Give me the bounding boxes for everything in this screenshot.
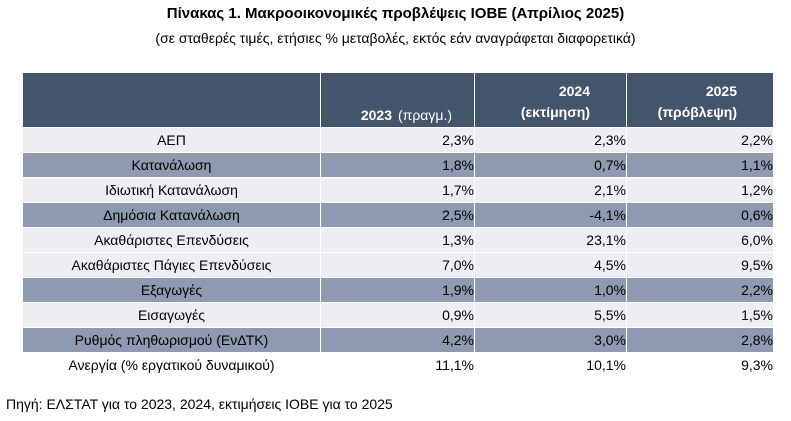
table-header-row: 2023 (πραγμ.) 2024 (εκτίμηση) 2025 (πρόβλεψ… <box>22 72 774 128</box>
header-2025: 2025 (πρόβλεψη) <box>626 72 774 128</box>
cell-2023: 1,9% <box>320 277 475 303</box>
cell-2025: 1,2% <box>626 177 774 203</box>
table-row: ΑΕΠ 2,3% 2,3% 2,2% <box>22 127 774 153</box>
row-label: Ανεργία (% εργατικού δυναμικού) <box>22 352 321 378</box>
table-row: Κατανάλωση 1,8% 0,7% 1,1% <box>22 152 774 178</box>
table-row: Εξαγωγές 1,9% 1,0% 2,2% <box>22 277 774 303</box>
table-row: Ακαθάριστες Πάγιες Επενδύσεις 7,0% 4,5% … <box>22 252 774 278</box>
cell-2023: 11,1% <box>320 352 475 378</box>
cell-2024: 23,1% <box>474 227 627 253</box>
cell-2023: 1,3% <box>320 227 475 253</box>
row-label: Κατανάλωση <box>22 152 321 178</box>
cell-2025: 9,3% <box>626 352 774 378</box>
cell-2024: 10,1% <box>474 352 627 378</box>
cell-2023: 0,9% <box>320 302 475 328</box>
row-label: ΑΕΠ <box>22 127 321 153</box>
cell-2024: 1,0% <box>474 277 627 303</box>
table-subtitle: (σε σταθερές τιμές, ετήσιες % μεταβολές,… <box>155 30 636 46</box>
cell-2023: 7,0% <box>320 252 475 278</box>
header-2024-note: (εκτίμηση) <box>520 104 590 120</box>
row-label: Ιδιωτική Κατανάλωση <box>22 177 321 203</box>
row-label: Δημόσια Κατανάλωση <box>22 202 321 228</box>
cell-2023: 2,3% <box>320 127 475 153</box>
cell-2024: 2,1% <box>474 177 627 203</box>
table-row: Εισαγωγές 0,9% 5,5% 1,5% <box>22 302 774 328</box>
cell-2025: 9,5% <box>626 252 774 278</box>
cell-2025: 0,6% <box>626 202 774 228</box>
cell-2025: 1,5% <box>626 302 774 328</box>
header-2025-note: (πρόβλεψη) <box>657 104 737 120</box>
header-blank <box>22 72 321 128</box>
cell-2023: 2,5% <box>320 202 475 228</box>
cell-2025: 2,8% <box>626 327 774 353</box>
table-title: Πίνακας 1. Μακροοικονομικές προβλέψεις Ι… <box>166 5 625 22</box>
header-2023-note: (πραγμ.) <box>398 107 452 123</box>
row-label: Ακαθάριστες Επενδύσεις <box>22 227 321 253</box>
table-row: Δημόσια Κατανάλωση 2,5% -4,1% 0,6% <box>22 202 774 228</box>
cell-2023: 1,8% <box>320 152 475 178</box>
cell-2025: 6,0% <box>626 227 774 253</box>
header-2023: 2023 (πραγμ.) <box>320 72 475 128</box>
row-label: Ακαθάριστες Πάγιες Επενδύσεις <box>22 252 321 278</box>
row-label: Εισαγωγές <box>22 302 321 328</box>
cell-2024: 5,5% <box>474 302 627 328</box>
cell-2024: 0,7% <box>474 152 627 178</box>
header-2024: 2024 (εκτίμηση) <box>474 72 627 128</box>
cell-2025: 1,1% <box>626 152 774 178</box>
cell-2025: 2,2% <box>626 277 774 303</box>
cell-2023: 1,7% <box>320 177 475 203</box>
table-row: Ιδιωτική Κατανάλωση 1,7% 2,1% 1,2% <box>22 177 774 203</box>
cell-2024: 3,0% <box>474 327 627 353</box>
source-note: Πηγή: ΕΛΣΤΑΤ για το 2023, 2024, εκτιμήσε… <box>6 396 393 412</box>
row-label: Εξαγωγές <box>22 277 321 303</box>
header-2025-year: 2025 <box>705 83 737 99</box>
header-2023-year: 2023 <box>360 107 392 123</box>
cell-2025: 2,2% <box>626 127 774 153</box>
row-label: Ρυθμός πληθωρισμού (ΕνΔΤΚ) <box>22 327 321 353</box>
cell-2024: -4,1% <box>474 202 627 228</box>
cell-2024: 4,5% <box>474 252 627 278</box>
table-row: Ακαθάριστες Επενδύσεις 1,3% 23,1% 6,0% <box>22 227 774 253</box>
table-row: Ρυθμός πληθωρισμού (ΕνΔΤΚ) 4,2% 3,0% 2,8… <box>22 327 774 353</box>
table-row: Ανεργία (% εργατικού δυναμικού) 11,1% 10… <box>22 352 774 378</box>
header-2024-year: 2024 <box>558 83 590 99</box>
cell-2023: 4,2% <box>320 327 475 353</box>
cell-2024: 2,3% <box>474 127 627 153</box>
forecast-table: 2023 (πραγμ.) 2024 (εκτίμηση) 2025 (πρόβλεψ… <box>22 72 774 378</box>
